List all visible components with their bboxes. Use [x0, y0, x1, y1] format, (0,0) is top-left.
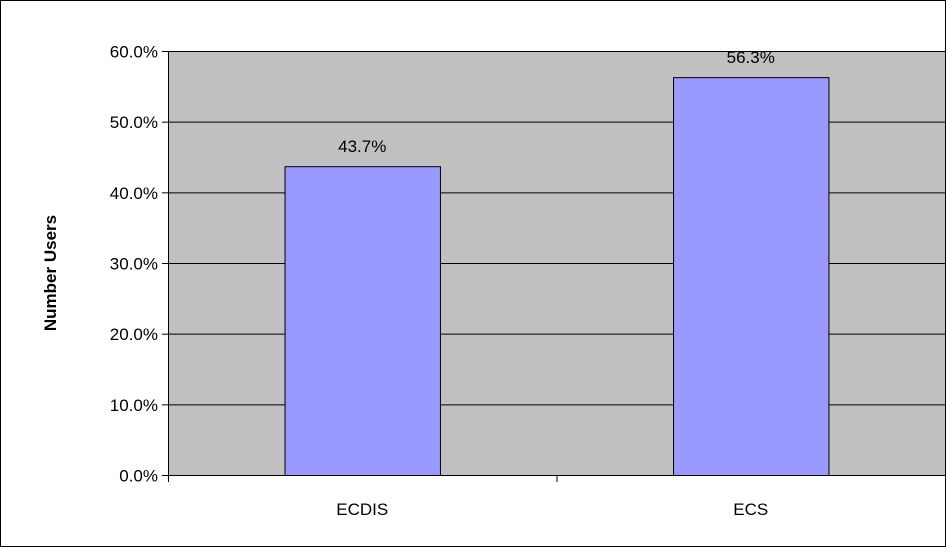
axes	[162, 51, 945, 482]
y-tick-label-30: 30.0%	[110, 255, 158, 274]
bar-ecs	[673, 77, 830, 476]
y-tick-label-60: 60.0%	[110, 43, 158, 62]
x-tick-label-ecs: ECS	[733, 500, 768, 519]
x-tick-label-ecdis: ECDIS	[336, 500, 388, 519]
y-tick-label-0: 0.0%	[119, 467, 158, 486]
bar-ecdis	[284, 166, 441, 476]
y-tick-label-20: 20.0%	[110, 325, 158, 344]
labels: 43.7% ECDIS 56.3% ECS 0.0% 10.0% 20.0% 30.0% 40.…	[110, 43, 775, 520]
data-label-ecdis: 43.7%	[338, 137, 386, 156]
bars	[284, 77, 830, 476]
y-axis-title: Number Users	[41, 215, 60, 331]
y-tick-label-10: 10.0%	[110, 396, 158, 415]
data-label-ecs: 56.3%	[727, 48, 775, 67]
y-tick-label-50: 50.0%	[110, 113, 158, 132]
y-tick-label-40: 40.0%	[110, 184, 158, 203]
